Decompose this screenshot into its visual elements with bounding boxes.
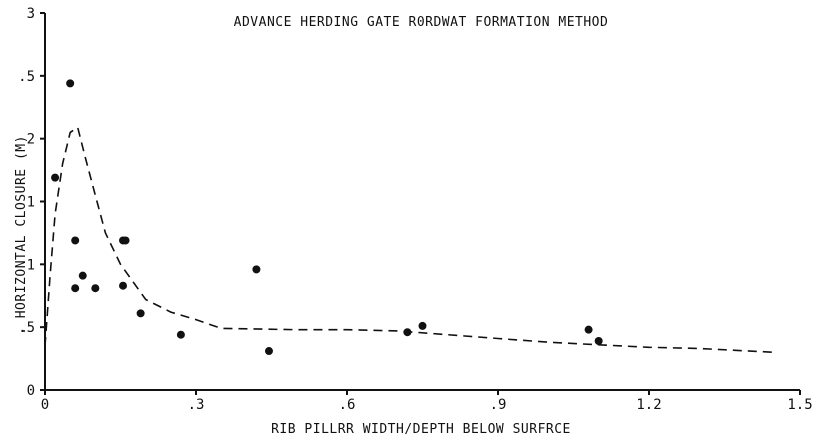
chart-title: ADVANCE HERDING GATE R0RDWAT FORMATION M…	[234, 15, 609, 30]
data-point	[66, 79, 75, 88]
y-ticks: 0 .5 1 1 2 .5 3	[18, 6, 45, 399]
y-axis-title-group: . HORIZONTAL CLOSURE (M)	[14, 135, 29, 335]
data-points-layer	[51, 79, 603, 356]
x-tick-label: .6	[339, 397, 356, 413]
data-point	[71, 236, 80, 245]
x-axis-title: RIB PILLRR WIDTH/DEPTH BELOW SURFRCE	[271, 422, 571, 437]
trend-curve-layer	[44, 126, 775, 354]
data-point	[119, 281, 128, 290]
y-tick-label: 2	[27, 132, 35, 148]
data-point	[91, 284, 100, 293]
data-point	[71, 284, 80, 293]
data-point	[594, 336, 603, 345]
trend-curve	[44, 126, 775, 354]
data-point	[136, 309, 145, 318]
data-point	[121, 236, 130, 245]
data-point	[584, 325, 593, 334]
x-tick-label: .3	[188, 397, 205, 413]
y-tick-label: 0	[27, 383, 35, 399]
data-point	[252, 265, 261, 274]
x-tick-label: 0	[41, 397, 49, 413]
x-tick-label: .9	[490, 397, 507, 413]
x-tick-label: 1.5	[787, 397, 812, 413]
y-tick-label: 1	[27, 195, 35, 211]
data-point	[403, 328, 412, 337]
x-tick-label: 1.2	[636, 397, 661, 413]
y-tick-label: 1	[27, 257, 35, 273]
x-ticks: 0 .3 .6 .9 1.2 1.5	[41, 390, 813, 413]
data-point	[176, 330, 185, 339]
data-point	[51, 173, 60, 182]
data-point	[78, 271, 87, 280]
y-axis-title: . HORIZONTAL CLOSURE (M)	[14, 135, 29, 335]
y-tick-label: 3	[27, 6, 35, 22]
data-point	[418, 321, 427, 330]
data-point	[264, 347, 273, 356]
y-tick-label: .5	[18, 69, 35, 85]
y-tick-label: .5	[18, 320, 35, 336]
